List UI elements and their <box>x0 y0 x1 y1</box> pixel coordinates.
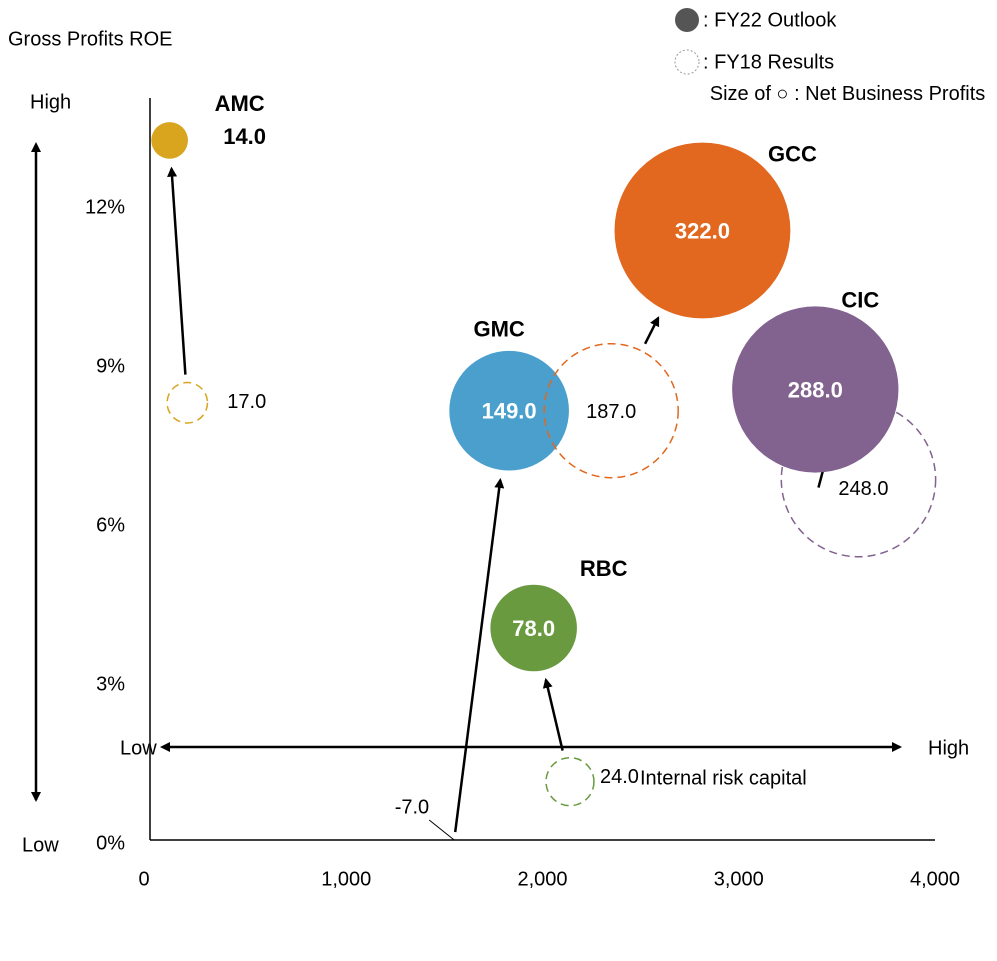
y-low: Low <box>22 834 59 856</box>
legend-label: : FY18 Results <box>703 51 834 73</box>
size-label-prior: 187.0 <box>586 401 636 423</box>
y-tick-label: 3% <box>96 673 125 695</box>
y-tick-label: 6% <box>96 514 125 536</box>
x-low: Low <box>120 737 157 759</box>
legend-label: : FY22 Outlook <box>703 9 837 31</box>
category-label: CIC <box>841 287 879 312</box>
size-label: 14.0 <box>223 124 266 149</box>
y-tick-label: 9% <box>96 355 125 377</box>
size-legend: Size of ○ : Net Business Profits <box>709 83 986 105</box>
legend-filled-icon <box>675 8 699 32</box>
size-label: 288.0 <box>788 377 843 402</box>
y-tick-label: 0% <box>96 832 125 854</box>
x-high: High <box>928 737 969 759</box>
category-label: GCC <box>768 141 817 166</box>
bubble <box>449 350 569 471</box>
legend-dashed-icon <box>674 49 700 75</box>
bubble-prior <box>543 342 679 479</box>
size-label-prior: -7.0 <box>395 796 429 818</box>
x-tick-label: 0 <box>138 868 149 890</box>
category-label: AMC <box>215 91 265 116</box>
x-tick-label: 1,000 <box>321 868 371 890</box>
size-label: 322.0 <box>675 218 730 243</box>
size-label: 78.0 <box>512 616 555 641</box>
x-tick-label: 4,000 <box>910 868 960 890</box>
bubble <box>151 122 188 159</box>
change-arrow <box>167 166 187 375</box>
y-axis-title: Gross Profits ROE <box>8 28 172 50</box>
size-label-prior: 248.0 <box>838 478 888 500</box>
bubble-prior <box>780 401 937 558</box>
size-label: 149.0 <box>482 399 537 424</box>
bubble-prior <box>545 756 595 807</box>
y-high: High <box>30 91 71 113</box>
category-label: RBC <box>580 556 628 581</box>
bubble <box>614 142 791 319</box>
change-arrow <box>643 316 660 345</box>
change-arrow <box>453 477 505 833</box>
x-tick-label: 3,000 <box>714 868 764 890</box>
y-tick-label: 12% <box>85 196 125 218</box>
bubble-prior <box>166 381 209 424</box>
change-arrow <box>542 677 564 751</box>
bubble <box>490 584 577 672</box>
bubble <box>732 306 899 473</box>
x-axis-title: Internal risk capital <box>640 767 807 789</box>
size-label-prior: 24.0 <box>600 766 639 788</box>
size-label-prior: 17.0 <box>227 391 266 413</box>
leader-line <box>428 819 455 841</box>
category-label: GMC <box>473 317 524 342</box>
x-tick-label: 2,000 <box>517 868 567 890</box>
